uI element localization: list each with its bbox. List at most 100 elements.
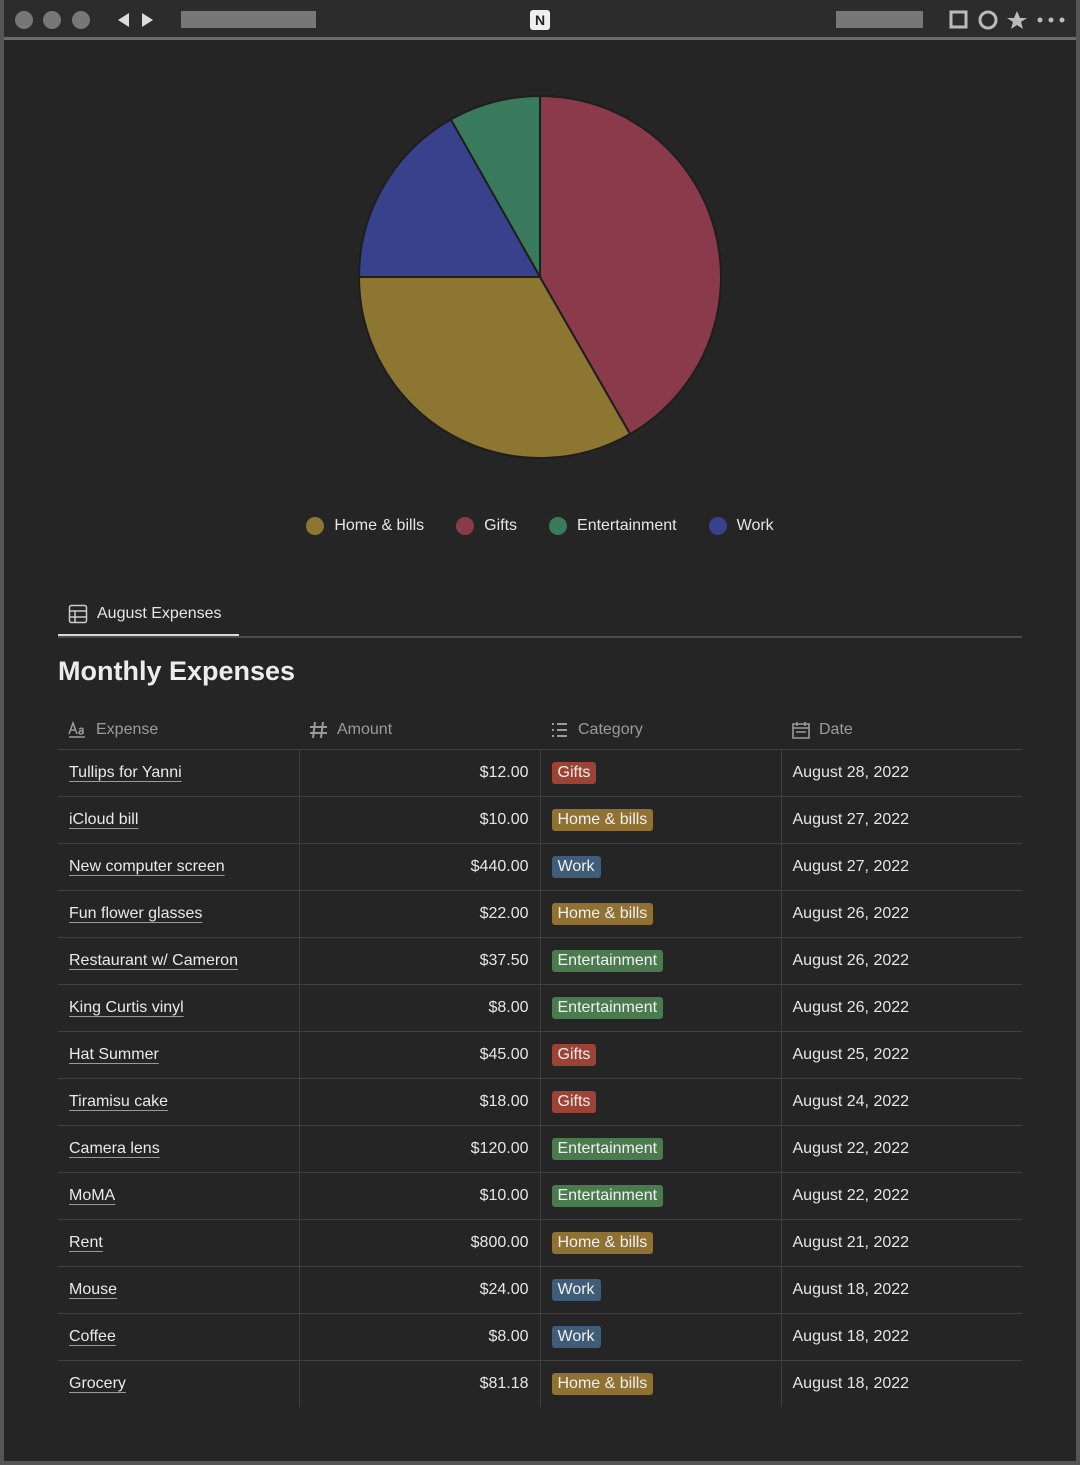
category-tag: Home & bills xyxy=(551,903,654,925)
table-row: Tiramisu cake $18.00 Gifts August 24, 2022 xyxy=(58,1078,1022,1126)
expense-cell: Grocery xyxy=(58,1361,299,1408)
expense-link[interactable]: Fun flower glasses xyxy=(69,905,203,922)
table-row: Camera lens $120.00 Entertainment August 22… xyxy=(58,1125,1022,1173)
column-icon xyxy=(68,720,85,738)
view-tab[interactable]: August Expenses xyxy=(58,598,239,636)
column-label: Category xyxy=(578,720,643,738)
expense-link[interactable]: Rent xyxy=(69,1234,103,1251)
column-header-content: Date xyxy=(791,720,1012,740)
column-label: Expense xyxy=(96,720,159,738)
column-header: Amount xyxy=(299,710,540,750)
legend-dot xyxy=(549,517,568,535)
category-cell: Work xyxy=(539,1313,781,1361)
category-cell: Home & bills xyxy=(539,890,781,938)
browser-controls: N xyxy=(15,10,1065,30)
expense-cell: Tullips for Yanni xyxy=(58,749,299,797)
icon xyxy=(310,721,327,738)
expense-cell: Coffee xyxy=(58,1313,299,1361)
expense-link[interactable]: King Curtis vinyl xyxy=(69,999,184,1016)
table-row: New computer screen $440.00 Work August 27,… xyxy=(58,843,1022,891)
expense-cell: Tiramisu cake xyxy=(58,1078,299,1126)
column-icon xyxy=(552,722,567,737)
amount-cell: $24.00 xyxy=(298,1266,540,1314)
view-tabs: August Expenses xyxy=(58,598,1022,638)
table-row: Coffee $8.00 Work August 18, 2022 xyxy=(58,1313,1022,1361)
expense-link[interactable]: iCloud bill xyxy=(69,811,139,828)
amount-cell: $8.00 xyxy=(298,984,540,1032)
category-cell: Gifts xyxy=(539,749,781,797)
expense-link[interactable]: Hat Summer xyxy=(69,1046,159,1063)
column-label: Date xyxy=(819,720,853,738)
expense-cell: Restaurant w/ Cameron xyxy=(58,937,299,985)
legend-dot xyxy=(306,517,325,535)
table-row: Tullips for Yanni $12.00 Gifts August 28, 2… xyxy=(58,749,1022,797)
date-cell: August 26, 2022 xyxy=(780,890,1022,938)
expense-link[interactable]: Tullips for Yanni xyxy=(69,764,182,781)
expense-link[interactable]: Grocery xyxy=(69,1375,126,1392)
column-header: Expense xyxy=(58,710,299,750)
category-tag: Home & bills xyxy=(551,1373,654,1395)
table-title: Monthly Expenses xyxy=(58,656,296,686)
amount-cell: $10.00 xyxy=(298,1172,540,1220)
column-icon xyxy=(792,721,810,739)
amount-cell: $18.00 xyxy=(298,1078,540,1126)
table-body: Tullips for Yanni $12.00 Gifts August 28, 2… xyxy=(58,749,1022,1408)
column-header: Date xyxy=(781,710,1022,750)
date-cell: August 25, 2022 xyxy=(780,1031,1022,1079)
expense-cell: Camera lens xyxy=(58,1125,299,1173)
view-tab-label: August Expenses xyxy=(97,605,222,622)
category-tag: Work xyxy=(551,1326,601,1348)
legend-item: Home & bills xyxy=(306,512,424,540)
table: Expense Amount Category Date Tullips for Yan… xyxy=(58,710,1022,1407)
date-cell: August 22, 2022 xyxy=(780,1172,1022,1220)
legend-dot xyxy=(456,517,475,535)
column-icon xyxy=(310,721,327,738)
expense-cell: Fun flower glasses xyxy=(58,890,299,938)
pie-slice xyxy=(357,276,632,459)
category-cell: Entertainment xyxy=(539,1125,781,1173)
legend-item: Entertainment xyxy=(549,512,677,540)
category-tag: Gifts xyxy=(551,1044,597,1066)
column-header: Category xyxy=(540,710,781,750)
table-row: Hat Summer $45.00 Gifts August 25, 2022 xyxy=(58,1031,1022,1079)
expense-link[interactable]: Restaurant w/ Cameron xyxy=(69,952,238,969)
amount-cell: $120.00 xyxy=(298,1125,540,1173)
expense-cell: Rent xyxy=(58,1219,299,1267)
table-row: King Curtis vinyl $8.00 Entertainment Augus… xyxy=(58,984,1022,1032)
expense-link[interactable]: Tiramisu cake xyxy=(69,1093,168,1110)
category-tag: Entertainment xyxy=(551,1138,664,1160)
category-tag: Entertainment xyxy=(551,950,664,972)
pie-slice xyxy=(449,94,541,281)
expense-cell: Hat Summer xyxy=(58,1031,299,1079)
table-icon xyxy=(68,604,88,624)
category-cell: Entertainment xyxy=(539,984,781,1032)
expense-link[interactable]: Camera lens xyxy=(69,1140,160,1157)
expense-cell: King Curtis vinyl xyxy=(58,984,299,1032)
date-cell: August 18, 2022 xyxy=(780,1360,1022,1407)
category-tag: Gifts xyxy=(551,762,597,784)
table-row: iCloud bill $10.00 Home & bills August 27, … xyxy=(58,796,1022,844)
table-row: Mouse $24.00 Work August 18, 2022 xyxy=(58,1266,1022,1314)
table-row: Grocery $81.18 Home & bills August 18, 2022 xyxy=(58,1360,1022,1408)
table-row: MoMA $10.00 Entertainment August 22, 2022 xyxy=(58,1172,1022,1220)
amount-cell: $8.00 xyxy=(298,1313,540,1361)
date-cell: August 18, 2022 xyxy=(780,1266,1022,1314)
expense-link[interactable]: MoMA xyxy=(69,1187,116,1204)
legend-label: Gifts xyxy=(484,517,518,534)
category-tag: Home & bills xyxy=(551,809,654,831)
expense-link[interactable]: New computer screen xyxy=(69,858,225,875)
expense-cell: New computer screen xyxy=(58,843,299,891)
date-cell: August 27, 2022 xyxy=(780,843,1022,891)
icon xyxy=(552,722,567,737)
category-cell: Entertainment xyxy=(539,1172,781,1220)
expense-link[interactable]: Mouse xyxy=(69,1281,118,1298)
category-cell: Home & bills xyxy=(539,1219,781,1267)
legend-item: Work xyxy=(708,512,774,540)
amount-cell: $12.00 xyxy=(298,749,540,797)
category-tag: Home & bills xyxy=(551,1232,654,1254)
category-cell: Work xyxy=(539,1266,781,1314)
table-row: Rent $800.00 Home & bills August 21, 2022 xyxy=(58,1219,1022,1267)
date-cell: August 26, 2022 xyxy=(780,937,1022,985)
expense-link[interactable]: Coffee xyxy=(69,1328,116,1345)
